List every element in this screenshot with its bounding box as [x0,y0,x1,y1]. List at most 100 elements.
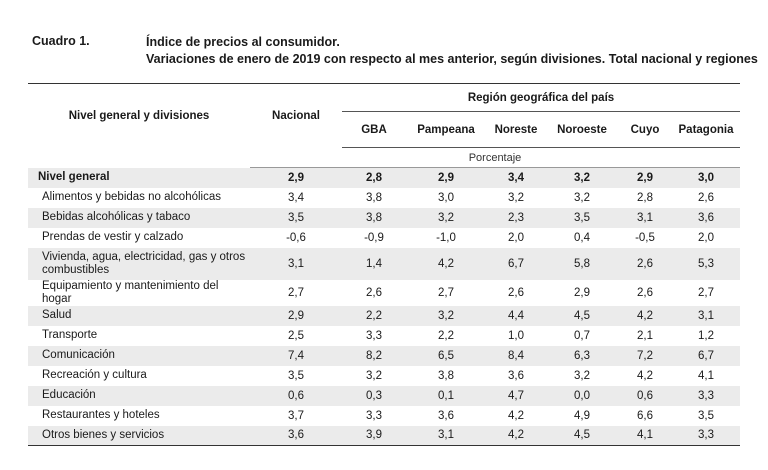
table-cell: 4,2 [508,409,524,422]
table-cell: 8,4 [486,345,546,366]
table-cell: 3,2 [406,305,486,326]
table-cell: 3,0 [438,191,454,204]
table-row: Recreación y cultura 3,5 3,2 3,8 3,6 3,2 4,2 4,… [28,366,740,386]
table-row: Prendas de vestir y calzado -0,6 -0,9 -1,0 2… [28,228,740,248]
table-cell: 5,8 [546,247,618,280]
table-cell: 3,1 [672,305,740,326]
table-cell: 0,6 [618,385,672,406]
table-cell: 0,4 [574,231,590,244]
table-cell: 3,0 [672,167,740,188]
table-cell: 6,3 [546,345,618,366]
table-cell: 2,8 [342,167,406,188]
header-divisions: Nivel general y divisiones [68,109,210,122]
table-cell: -0,6 [286,231,306,244]
table-cell: 2,0 [698,231,714,244]
table-cell: 4,1 [618,425,672,446]
table-cell: 2,2 [438,329,454,342]
table-cell: 3,4 [288,191,304,204]
table-cell: 3,2 [366,369,382,382]
table-cell: 3,3 [672,385,740,406]
unit-row: Porcentaje [28,147,740,168]
table-cell: 2,1 [637,329,653,342]
table-cell: 0,3 [342,385,406,406]
table-cell: 2,9 [250,167,342,188]
table-cell: 3,2 [406,207,486,228]
table-cell: 6,5 [406,345,486,366]
header-region-noroeste: Noroeste [546,111,618,148]
unit-spacer [28,148,250,168]
table-cell: -0,5 [635,231,655,244]
table-row: Salud 2,9 2,2 3,2 4,4 4,5 4,2 3,1 [28,305,740,326]
table-cell: 2,9 [250,305,342,326]
table-cell: 1,4 [342,247,406,280]
row-label: Vivienda, agua, electricidad, gas y otro… [28,247,250,280]
table-cell: 4,2 [486,425,546,446]
table-row: Equipamiento y mantenimiento del hogar 2,… [28,280,740,306]
table-cell: 4,7 [486,385,546,406]
table-cell: 7,2 [618,345,672,366]
table-cell: 3,6 [508,369,524,382]
table-cell: 0,6 [250,385,342,406]
table-cell: 6,7 [672,345,740,366]
table-cell: 2,6 [637,286,653,299]
row-label: Equipamiento y mantenimiento del hogar [42,279,219,305]
table-cell: 2,7 [438,286,454,299]
table-cell: 0,7 [574,329,590,342]
table-cell: 4,5 [546,305,618,326]
table-cell: 3,1 [618,207,672,228]
table-cell: 2,9 [406,167,486,188]
table-cell: 3,5 [546,207,618,228]
header-region-pampeana: Pampeana [406,111,486,148]
table-cell: 3,2 [546,167,618,188]
row-label: Transporte [42,329,98,341]
table-cell: 5,3 [672,247,740,280]
table-cell: 1,0 [508,329,524,342]
table-cell: 3,1 [406,425,486,446]
header-region-noreste: Noreste [486,111,546,148]
table-row: Educación 0,6 0,3 0,1 4,7 0,0 0,6 3,3 [28,385,740,406]
row-label: Restaurantes y hoteles [42,409,160,421]
table-cell: 2,6 [618,247,672,280]
table-cell: 3,8 [366,191,382,204]
table-cell: 3,6 [250,425,342,446]
table-row: Alimentos y bebidas no alcohólicas 3,4 3,8… [28,188,740,208]
table-cell: 8,2 [342,345,406,366]
table-cell: 0,0 [546,385,618,406]
table-cell: 3,9 [342,425,406,446]
header-region-gba: GBA [342,111,406,148]
table-cell: 4,2 [618,305,672,326]
table-row: Comunicación 7,4 8,2 6,5 8,4 6,3 7,2 6,7 [28,345,740,366]
table-cell: 4,9 [574,409,590,422]
table-cell: 3,6 [438,409,454,422]
table-cell: 3,7 [288,409,304,422]
table-cell: 7,4 [250,345,342,366]
table-cell: 2,7 [288,286,304,299]
row-label: Comunicación [28,345,250,366]
table-cell: 3,3 [366,409,382,422]
table-row: Otros bienes y servicios 3,6 3,9 3,1 4,2 4,5 4… [28,425,740,446]
row-label: Prendas de vestir y calzado [42,231,184,243]
header-region-cuyo: Cuyo [618,111,672,148]
table-cell: 2,6 [366,286,382,299]
cpi-table: Nivel general y divisiones Nacional Regi… [28,83,740,446]
row-label: Recreación y cultura [42,369,147,381]
title-line-1: Índice de precios al consumidor. [146,35,340,49]
table-header: Nivel general y divisiones Nacional Regi… [28,83,740,148]
table-cell: -0,9 [364,231,384,244]
table-cell: 0,1 [406,385,486,406]
table-cell: 3,8 [438,369,454,382]
table-cell: 4,2 [637,369,653,382]
table-cell: 3,3 [672,425,740,446]
table-cell: 3,5 [250,207,342,228]
table-body: Porcentaje Nivel general 2,9 2,8 2,9 3,4 3,2 2… [28,147,740,446]
table-cell: 4,5 [546,425,618,446]
table-cell: 2,9 [618,167,672,188]
row-label: Otros bienes y servicios [28,425,250,446]
table-cell: 3,6 [672,207,740,228]
table-row: Vivienda, agua, electricidad, gas y otro… [28,247,740,280]
table-cell: 3,2 [508,191,524,204]
table-cell: 4,1 [698,369,714,382]
table-cell: 4,2 [406,247,486,280]
table-cell: 6,7 [486,247,546,280]
table-cell: 2,0 [508,231,524,244]
